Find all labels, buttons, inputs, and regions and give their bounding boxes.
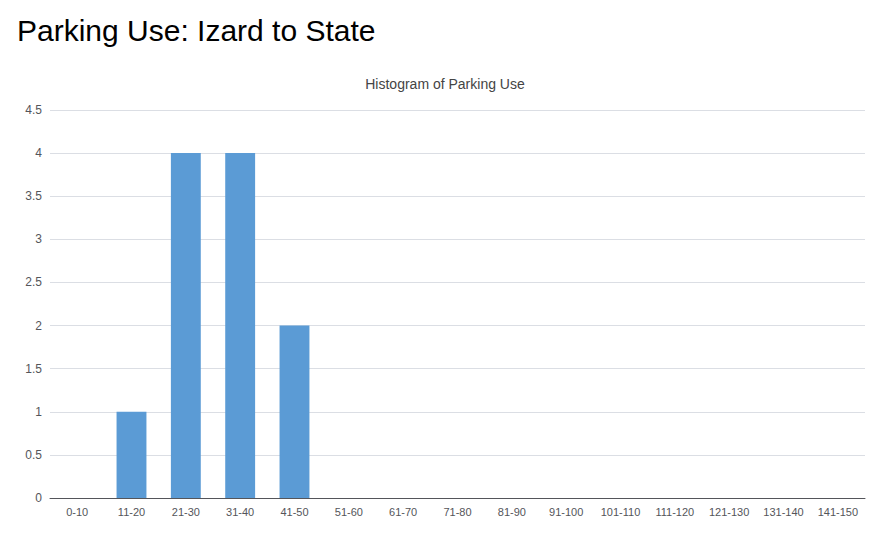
svg-text:3.5: 3.5 xyxy=(25,189,42,203)
svg-text:Histogram of Parking Use: Histogram of Parking Use xyxy=(365,76,525,92)
svg-text:121-130: 121-130 xyxy=(709,506,749,518)
svg-text:Parking Use: Izard to State: Parking Use: Izard to State xyxy=(17,14,376,47)
svg-text:31-40: 31-40 xyxy=(226,506,254,518)
svg-text:0.5: 0.5 xyxy=(25,448,42,462)
svg-text:21-30: 21-30 xyxy=(172,506,200,518)
svg-text:1: 1 xyxy=(35,405,42,419)
svg-text:141-150: 141-150 xyxy=(818,506,858,518)
svg-text:0-10: 0-10 xyxy=(66,506,88,518)
svg-text:51-60: 51-60 xyxy=(335,506,363,518)
svg-text:91-100: 91-100 xyxy=(549,506,583,518)
svg-text:131-140: 131-140 xyxy=(763,506,803,518)
svg-text:81-90: 81-90 xyxy=(498,506,526,518)
svg-text:101-110: 101-110 xyxy=(601,506,641,518)
svg-text:71-80: 71-80 xyxy=(443,506,471,518)
svg-text:2: 2 xyxy=(35,319,42,333)
svg-text:41-50: 41-50 xyxy=(280,506,308,518)
svg-text:11-20: 11-20 xyxy=(118,506,145,518)
svg-text:61-70: 61-70 xyxy=(389,506,417,518)
svg-text:1.5: 1.5 xyxy=(25,362,42,376)
svg-text:111-120: 111-120 xyxy=(655,506,694,518)
svg-text:4.5: 4.5 xyxy=(25,103,42,117)
svg-text:3: 3 xyxy=(35,232,42,246)
svg-text:2.5: 2.5 xyxy=(25,275,42,289)
svg-text:4: 4 xyxy=(35,146,42,160)
svg-text:0: 0 xyxy=(35,491,42,505)
